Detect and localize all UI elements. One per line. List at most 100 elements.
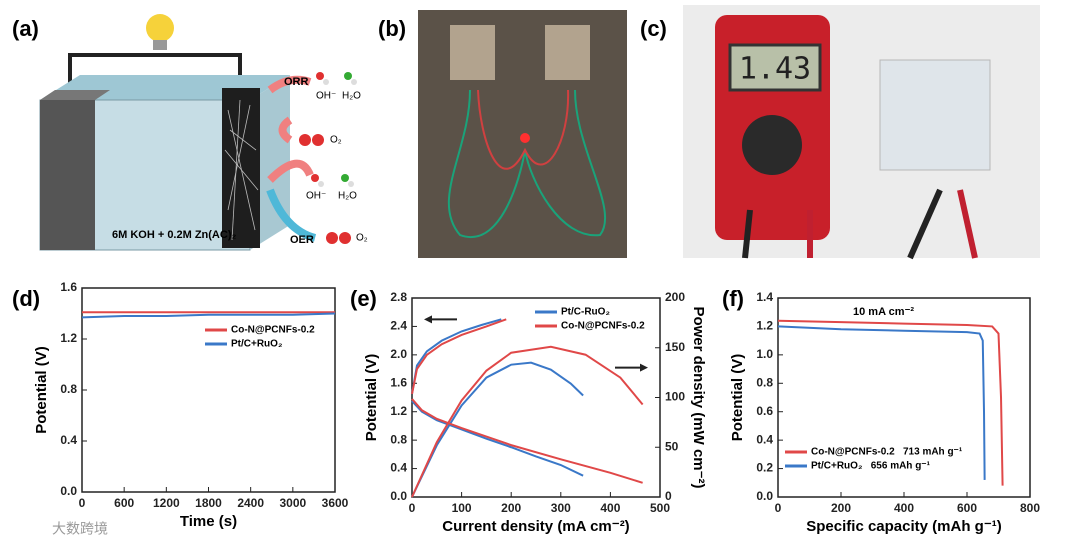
y-tick-label: 1.2 <box>390 404 407 418</box>
zinc-top <box>40 90 110 100</box>
panel-label: (c) <box>640 16 667 41</box>
x-tick-label: 0 <box>775 501 782 515</box>
y-tick-label: 1.6 <box>60 280 77 294</box>
x-axis-label: Current density (mA cm⁻²) <box>442 518 629 535</box>
series-line <box>411 345 644 498</box>
axis-arrow-head <box>424 315 432 324</box>
plot-frame <box>81 287 336 493</box>
y-tick-label: 0.6 <box>756 404 773 418</box>
label: H₂O <box>338 191 357 202</box>
x-axis-label: Time (s) <box>180 513 237 530</box>
arrow <box>267 159 314 183</box>
x-tick-label: 0 <box>409 501 416 515</box>
panel-label: (f) <box>722 286 744 311</box>
y-tick-label: 0.2 <box>756 461 773 475</box>
label: O₂ <box>356 233 368 244</box>
y2-tick-label: 0 <box>665 489 672 503</box>
display-reading: 1.43 <box>739 52 811 87</box>
bulb-base <box>153 40 167 50</box>
y-tick-label: 1.6 <box>390 375 407 389</box>
zinc-anode <box>40 100 95 250</box>
x-tick-label: 600 <box>114 496 134 510</box>
fibers <box>224 99 259 241</box>
battery-diagram: ORR OH⁻ H₂O O₂ OH⁻ H₂O OER O₂ 6M KOH + 0… <box>39 14 368 251</box>
legend-label: Pt/C-RuO₂ <box>561 307 610 318</box>
x-tick-label: 1200 <box>153 496 180 510</box>
series-line <box>777 319 1004 486</box>
series-line <box>411 400 584 477</box>
series-line <box>411 318 507 395</box>
y-tick-label: 1.0 <box>756 347 773 361</box>
x-tick-label: 300 <box>551 501 571 515</box>
y2-axis-label: Power density (mW cm⁻²) <box>690 306 707 488</box>
charts: 0 600 1200 1800 2400 3000 36000.00.40.81.21.6T… <box>33 280 1040 535</box>
legend-label: Co-N@PCNFs-0.2 <box>231 325 315 336</box>
y-tick-label: 1.4 <box>756 290 773 304</box>
label: O₂ <box>330 135 342 146</box>
photo-multimeter: 1.43 <box>683 5 1040 260</box>
y-tick-label: 0.4 <box>756 432 773 446</box>
y2-tick-label: 150 <box>665 340 685 354</box>
y-tick-label: 0.8 <box>390 432 407 446</box>
series-line <box>411 361 584 498</box>
y-tick-label: 2.8 <box>390 290 407 304</box>
series-line <box>81 312 336 319</box>
arrow <box>266 188 317 242</box>
y-axis-label: Potential (V) <box>729 354 746 442</box>
x-tick-label: 400 <box>600 501 620 515</box>
x-tick-label: 500 <box>650 501 670 515</box>
x-tick-label: 200 <box>831 501 851 515</box>
arrow <box>267 75 312 94</box>
x-tick-label: 100 <box>452 501 472 515</box>
label: OH⁻ <box>306 191 326 202</box>
axis-arrow-head <box>640 363 648 372</box>
arrow <box>278 116 293 144</box>
y-tick-label: 2.4 <box>390 319 407 333</box>
y-tick-label: 0.0 <box>756 489 773 503</box>
x-tick-label: 0 <box>79 496 86 510</box>
watermark: 大数跨境 <box>52 521 108 537</box>
legend-label: Co-N@PCNFs-0.2 713 mAh g⁻¹ <box>811 447 963 458</box>
y-tick-label: 0.0 <box>390 489 407 503</box>
y-tick-label: 0.0 <box>60 484 77 498</box>
y-tick-label: 2.0 <box>390 347 407 361</box>
y-tick-label: 1.2 <box>756 319 773 333</box>
legend-label: Pt/C+RuO₂ <box>231 339 282 350</box>
x-axis-label: Specific capacity (mAh g⁻¹) <box>806 518 1001 535</box>
label: ORR <box>284 76 309 88</box>
x-tick-label: 600 <box>957 501 977 515</box>
y-tick-label: 1.2 <box>60 331 77 345</box>
x-tick-label: 800 <box>1020 501 1040 515</box>
x-tick-label: 2400 <box>237 496 264 510</box>
label: OH⁻ <box>316 91 336 102</box>
display <box>728 43 822 92</box>
y-tick-label: 0.8 <box>756 375 773 389</box>
x-tick-label: 200 <box>501 501 521 515</box>
series-line <box>777 325 986 480</box>
x-tick-label: 1800 <box>195 496 222 510</box>
y-tick-label: 0.8 <box>60 382 77 396</box>
series-line <box>411 318 502 395</box>
y-axis-label: Potential (V) <box>33 346 50 434</box>
panel-label: (a) <box>12 16 39 41</box>
y2-tick-label: 50 <box>665 439 679 453</box>
annotation: 10 mA cm⁻² <box>853 306 914 318</box>
bulb <box>146 14 174 42</box>
label: OER <box>290 234 314 246</box>
panel-label: (d) <box>12 286 40 311</box>
y2-tick-label: 200 <box>665 290 685 304</box>
panel-label: (e) <box>350 286 377 311</box>
y2-tick-label: 100 <box>665 390 685 404</box>
photo-led <box>418 10 627 258</box>
electrolyte-label: 6M KOH + 0.2M Zn(AC)₂ <box>112 229 236 241</box>
panel-label: (b) <box>378 16 406 41</box>
y-axis-label: Potential (V) <box>363 354 380 442</box>
x-tick-label: 3600 <box>322 496 349 510</box>
series-line <box>411 398 643 484</box>
label: H₂O <box>342 91 361 102</box>
x-tick-label: 3000 <box>279 496 306 510</box>
x-tick-label: 400 <box>894 501 914 515</box>
legend-label: Co-N@PCNFs-0.2 <box>561 321 645 332</box>
y-tick-label: 0.4 <box>60 433 77 447</box>
